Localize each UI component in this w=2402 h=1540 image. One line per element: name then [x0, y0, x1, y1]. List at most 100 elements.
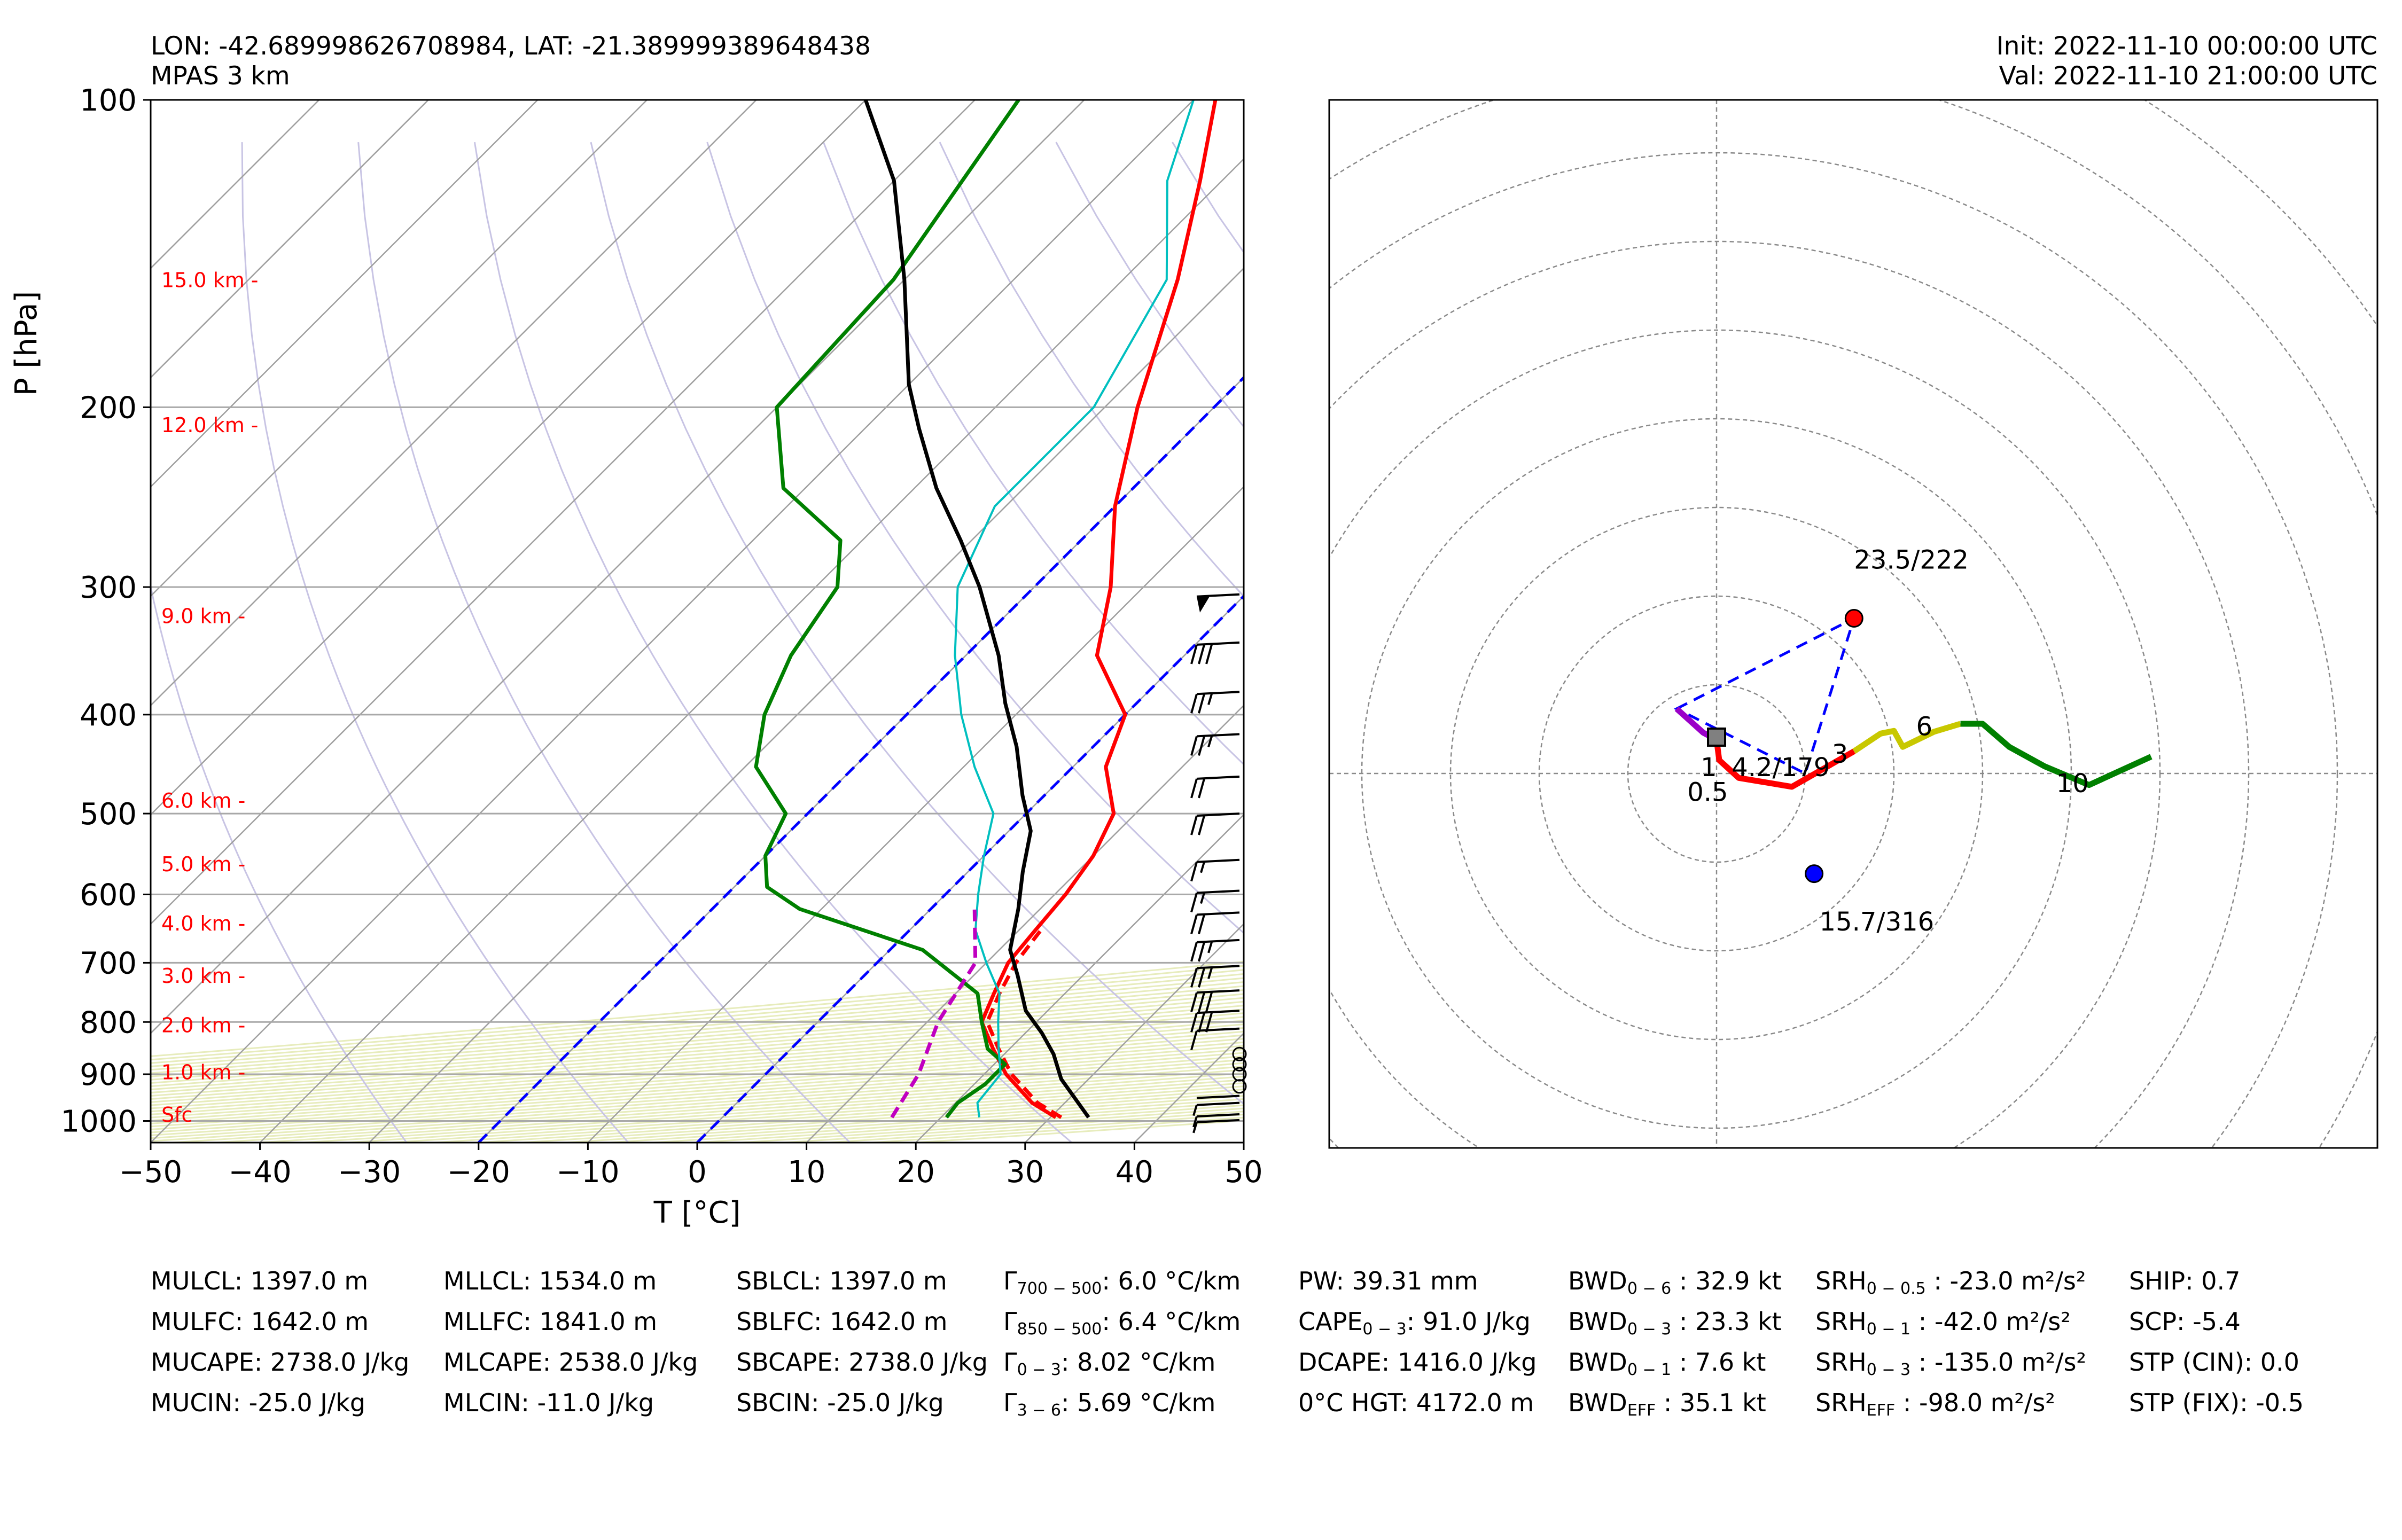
stat-value: PW: 39.31 mm	[1298, 1267, 1478, 1295]
wind-barb-flag	[1198, 942, 1205, 962]
isotherm-line	[151, 100, 429, 379]
hodograph-grid	[1329, 100, 2377, 1148]
moist-adiabat-line	[151, 1012, 1244, 1100]
stat-value: Γ0 − 3: 8.02 °C/km	[1003, 1348, 1216, 1379]
wind-barb-flag	[1205, 1012, 1213, 1033]
hodo-label: 0.5	[1687, 777, 1728, 807]
mean-wind-marker	[1707, 727, 1726, 747]
y-tick-label: 700	[80, 946, 137, 981]
moist-adiabat-line	[151, 1020, 1244, 1106]
wind-barb-pennant	[1197, 596, 1210, 613]
moist-adiabat-line	[151, 1023, 1244, 1109]
wind-barb-staff	[1196, 1095, 1240, 1099]
wind-barb-calm	[1232, 1057, 1247, 1072]
hodo-label: 1	[1701, 753, 1717, 783]
wind-barb	[1190, 1027, 1240, 1051]
hodo-label: 23.5/222	[1854, 545, 1969, 575]
wind-barb-staff	[1196, 1027, 1240, 1032]
y-tick-label: 900	[80, 1058, 137, 1092]
valid-time: Val: 2022-11-10 21:00:00 UTC	[1999, 61, 2377, 91]
wind-barb-half	[1192, 1116, 1198, 1128]
wind-barb-staff	[1196, 1119, 1240, 1123]
moist-adiabat-line	[151, 1000, 1244, 1091]
y-tick-label: 400	[80, 698, 137, 733]
storm-motion-marker	[1805, 864, 1824, 884]
wind-barb-flag	[1198, 644, 1205, 665]
wind-barb	[1192, 1113, 1240, 1128]
x-tick-label: 10	[787, 1155, 825, 1190]
stat-value: MLLFC: 1841.0 m	[443, 1307, 658, 1336]
stat-value: SBCAPE: 2738.0 J/kg	[736, 1348, 988, 1377]
wind-barb	[1190, 691, 1240, 714]
height-labels: 15.0 km - 12.0 km - 9.0 km - 6.0 km - 5.0 km…	[161, 269, 259, 1127]
wind-barb-flag	[1190, 967, 1198, 988]
stat-value: BWDEFF : 35.1 kt	[1568, 1388, 1766, 1420]
dry-adiabat-line	[822, 142, 1244, 766]
wind-barb-staff	[1196, 775, 1240, 780]
wind-barb-half	[1207, 736, 1213, 747]
x-tick-label: −40	[229, 1155, 292, 1190]
isotherm-line	[151, 100, 539, 488]
y-tick-label: 500	[80, 797, 137, 832]
y-tick-label: 800	[80, 1005, 137, 1040]
moist-adiabat-line	[151, 1016, 1244, 1103]
wind-barb-flag	[1198, 992, 1205, 1012]
stat-value: MLCAPE: 2538.0 J/kg	[443, 1348, 698, 1377]
wind-barb	[1192, 1119, 1240, 1133]
isotherm-line	[151, 100, 867, 816]
wind-barb	[1190, 911, 1240, 934]
stat-value: Γ3 − 6: 5.69 °C/km	[1003, 1388, 1216, 1420]
hodo-label: 4.2/179	[1732, 753, 1830, 783]
hodo-segment	[1960, 721, 2153, 788]
dry-adiabat-line	[706, 142, 1244, 934]
wind-barb-half	[1207, 942, 1213, 953]
moist-adiabat-line	[151, 1062, 1244, 1142]
wind-barb-half	[1192, 1105, 1198, 1116]
wind-barb-half	[1200, 862, 1205, 873]
wind-barb-staff	[1196, 965, 1240, 970]
hodograph-frame	[1328, 99, 2378, 1149]
wind-barb	[1190, 733, 1240, 756]
stat-value: MLCIN: -11.0 J/kg	[443, 1388, 654, 1417]
wind-barb-flag	[1198, 967, 1205, 988]
stat-value: SBLCL: 1397.0 m	[736, 1267, 947, 1295]
y-axis-label: P [hPa]	[9, 291, 44, 396]
moist-adiabat-line	[151, 1027, 1244, 1113]
moist-adiabat-line	[151, 989, 1244, 1081]
height-label: 12.0 km -	[161, 413, 259, 437]
wind-barb-calm	[1232, 1067, 1247, 1082]
profile-line	[985, 928, 1063, 1119]
moist-adiabat-line	[151, 1055, 1244, 1136]
wind-barb	[1190, 989, 1240, 1012]
reference-isotherm	[696, 594, 1244, 1143]
wind-barb-flag	[1190, 693, 1198, 714]
wind-barb-flag	[1205, 992, 1213, 1012]
dry-adiabat-line	[590, 142, 1244, 1105]
height-label: 1.0 km -	[161, 1060, 245, 1084]
profile-line	[980, 100, 1218, 1119]
wind-barb-staff	[1196, 939, 1240, 943]
x-tick-label: 40	[1116, 1155, 1153, 1190]
wind-barb-flag	[1198, 815, 1205, 835]
wind-barb-flag	[1190, 914, 1198, 934]
height-label: 6.0 km -	[161, 789, 245, 812]
moist-adiabat-line	[151, 1041, 1244, 1124]
wind-barbs	[1190, 593, 1247, 1133]
moist-adiabat-line	[151, 1009, 1244, 1097]
hodo-label: 10	[2056, 769, 2089, 799]
stat-value: Γ700 − 500: 6.0 °C/km	[1003, 1267, 1241, 1298]
stat-value: CAPE0 − 3: 91.0 J/kg	[1298, 1307, 1531, 1339]
skewt-axes: −50 −40 −30 −20 −10 0 10 20 30 40 50 100 200 300 400 50…	[9, 83, 1263, 1230]
wind-barb	[1190, 812, 1240, 835]
hodograph-trace	[1673, 615, 2153, 790]
skewt-background-lines	[151, 100, 1244, 1143]
height-label: 3.0 km -	[161, 964, 245, 988]
moist-adiabat-line	[151, 1030, 1244, 1115]
hodo-label: 6	[1916, 712, 1933, 742]
y-tick-label: 300	[80, 570, 137, 605]
wind-barb-staff	[1196, 858, 1240, 863]
location-title: LON: -42.689998626708984, LAT: -21.38999…	[151, 32, 871, 61]
x-tick-label: 30	[1006, 1155, 1044, 1190]
stat-value: SHIP: 0.7	[2129, 1267, 2241, 1295]
